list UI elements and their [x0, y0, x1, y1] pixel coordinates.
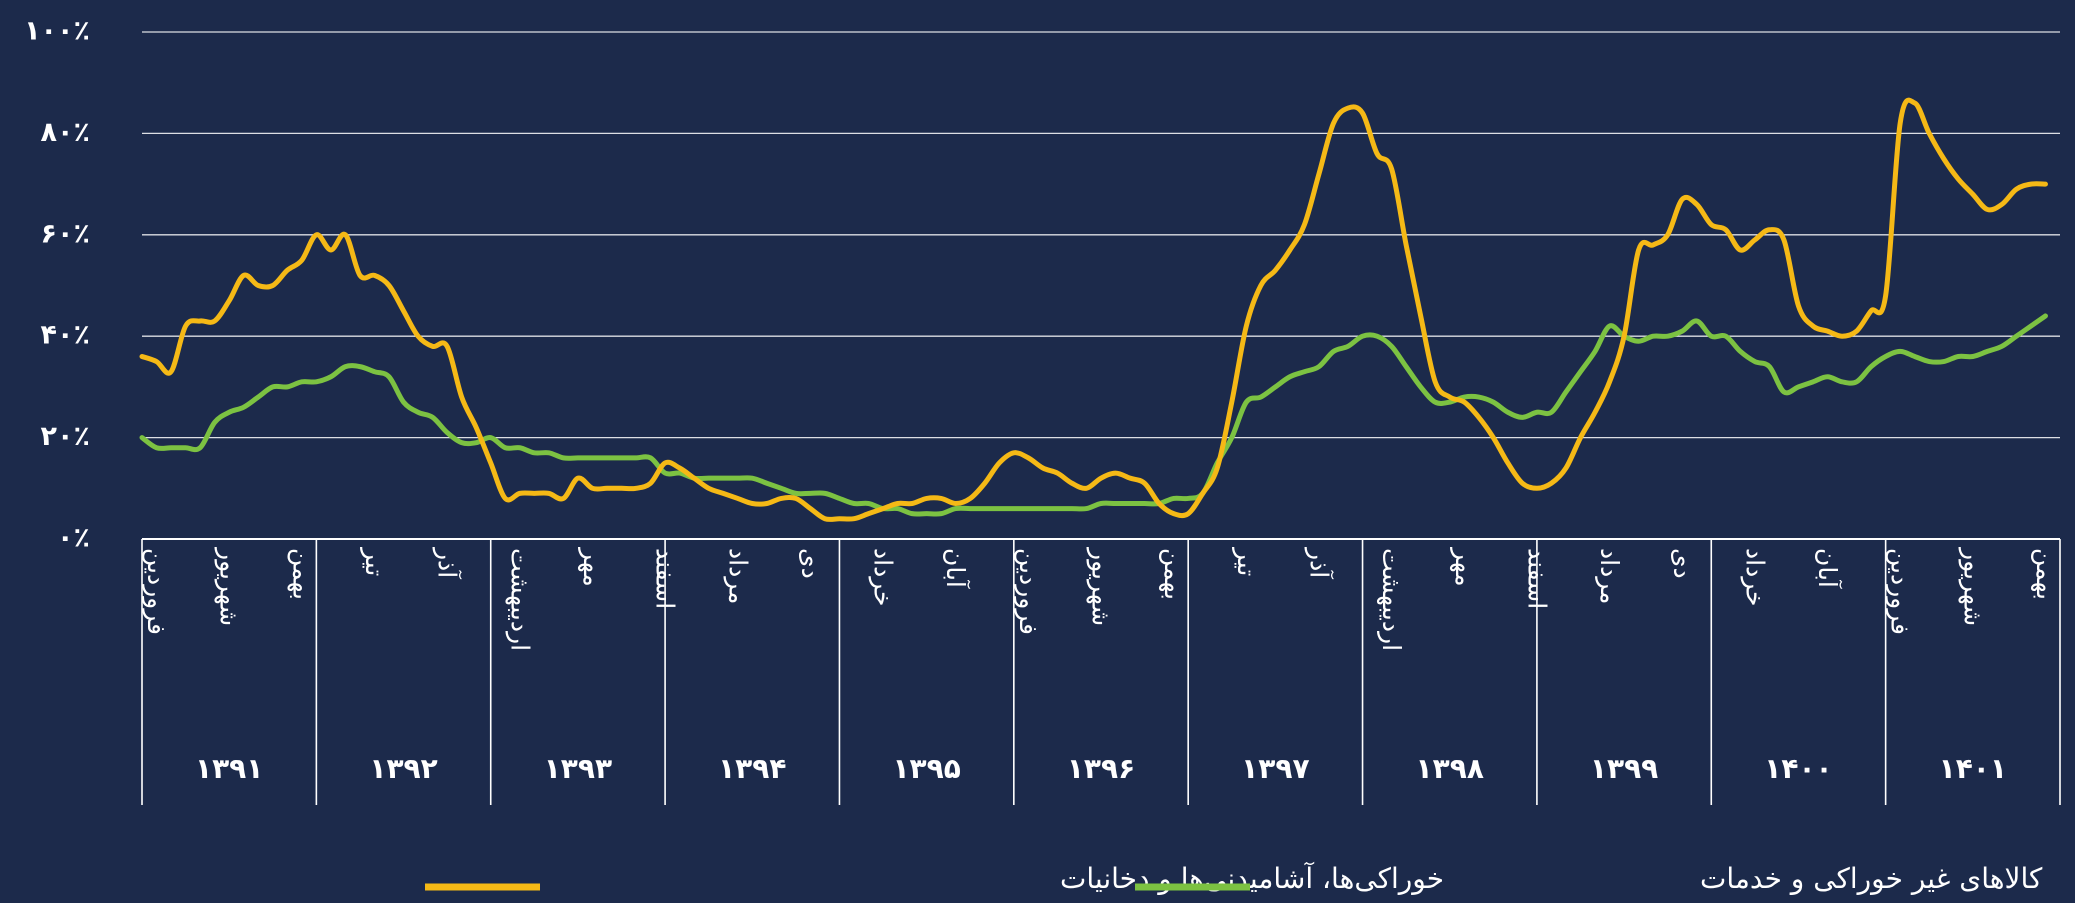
x-tick-label: شهریور — [214, 546, 244, 626]
year-label: ۱۳۹۸ — [1416, 752, 1484, 785]
x-tick-label: فروردین — [141, 548, 171, 635]
x-tick-label: فروردین — [1013, 548, 1043, 635]
x-tick-label: خرداد — [869, 548, 898, 606]
x-tick-label: تیر — [360, 546, 389, 576]
y-tick-label: ۰٪ — [57, 523, 90, 554]
x-tick-label: اردیبهشت — [504, 548, 534, 651]
year-label: ۱۴۰۰ — [1764, 752, 1832, 785]
x-tick-label: بهمن — [2030, 548, 2060, 600]
x-tick-label: آذر — [1305, 546, 1335, 579]
y-tick-label: ۱۰۰٪ — [24, 16, 90, 47]
year-label: ۱۳۹۷ — [1241, 752, 1309, 785]
series-line — [139, 97, 2048, 522]
x-tick-label: مهر — [1449, 546, 1479, 587]
x-tick-label: خرداد — [1740, 548, 1769, 606]
year-label: ۱۳۹۳ — [544, 752, 612, 785]
x-tick-label: اردیبهشت — [1376, 548, 1406, 651]
series-line — [139, 313, 2048, 517]
x-tick-label: دی — [796, 548, 825, 579]
year-label: ۱۳۹۱ — [195, 752, 263, 785]
x-tick-label: آبان — [1813, 548, 1843, 589]
year-label: ۱۴۰۱ — [1939, 752, 2007, 785]
y-tick-label: ۶۰٪ — [41, 218, 90, 249]
x-tick-label: شهریور — [1957, 546, 1987, 626]
year-label: ۱۳۹۹ — [1590, 752, 1658, 785]
x-tick-label: آبان — [941, 548, 971, 589]
y-tick-label: ۴۰٪ — [41, 320, 90, 351]
x-tick-label: مرداد — [723, 548, 752, 604]
year-label: ۱۳۹۵ — [892, 752, 960, 785]
x-tick-label: تیر — [1232, 546, 1261, 576]
x-tick-label: فروردین — [1885, 548, 1915, 635]
legend-label: کالاهای غیر خوراکی و خدمات — [1700, 862, 2043, 895]
x-tick-label: اسفند — [1522, 548, 1551, 609]
year-label: ۱۳۹۶ — [1067, 752, 1135, 785]
x-tick-label: دی — [1668, 548, 1697, 579]
legend-label: خوراکی‌ها، آشامیدنی‌ها و دخانیات — [1060, 862, 1444, 895]
x-tick-label: بهمن — [286, 548, 316, 600]
x-tick-label: آذر — [433, 546, 463, 579]
y-tick-label: ۸۰٪ — [41, 117, 90, 148]
x-tick-label: بهمن — [1158, 548, 1188, 600]
year-label: ۱۳۹۴ — [718, 752, 786, 785]
x-tick-label: مرداد — [1595, 548, 1624, 604]
x-tick-label: مهر — [577, 546, 607, 587]
x-tick-label: اسفند — [651, 548, 680, 609]
x-tick-label: شهریور — [1086, 546, 1116, 626]
year-label: ۱۳۹۲ — [369, 752, 437, 785]
y-tick-label: ۲۰٪ — [41, 421, 90, 452]
